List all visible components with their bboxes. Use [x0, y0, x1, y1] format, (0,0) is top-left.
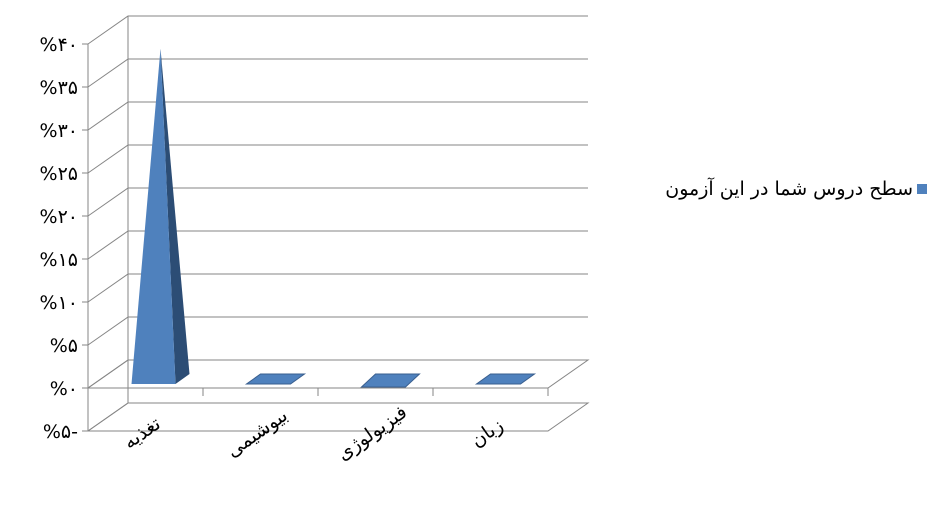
legend: سطح دروس شما در این آزمون — [655, 178, 927, 201]
y-tick-label: %۵ — [50, 335, 78, 357]
bar-face — [244, 373, 307, 385]
bar — [474, 373, 537, 385]
bar — [131, 48, 190, 384]
gridline — [87, 58, 588, 88]
y-tick-label: %۲۰ — [40, 206, 78, 228]
y-tick-label: %۵- — [43, 421, 78, 443]
x-tick-label: بیوشیمی — [222, 404, 291, 462]
x-tick-label: زبان — [467, 414, 508, 452]
bar-side-face — [160, 48, 190, 384]
axes — [87, 44, 549, 431]
y-tick-label: %۰ — [50, 378, 78, 400]
bar — [244, 373, 307, 385]
bar-face — [474, 373, 537, 385]
x-axis-labels: تغذیه بیوشیمی فیزیولوژی زبان — [119, 401, 507, 465]
gridline — [87, 273, 588, 303]
legend-entry: سطح دروس شما در این آزمون — [665, 178, 913, 200]
gridlines — [87, 15, 588, 432]
y-tick-label: %۳۰ — [40, 120, 78, 142]
y-tick-label: %۱۰ — [40, 292, 78, 314]
floor-min — [86, 402, 590, 432]
y-tick-label: %۲۵ — [40, 163, 78, 185]
gridline — [87, 230, 588, 260]
x-tick-label: تغذیه — [119, 413, 164, 454]
y-tick-label: %۳۵ — [40, 77, 78, 99]
bar-face — [360, 373, 421, 388]
gridline — [87, 187, 588, 217]
gridline — [87, 15, 588, 45]
x-tick-label: فیزیولوژی — [333, 401, 411, 465]
y-tick-label: %۴۰ — [40, 34, 78, 56]
bar-front-face — [131, 48, 176, 384]
gridline — [87, 144, 588, 174]
bars — [131, 48, 537, 388]
legend-swatch — [917, 184, 927, 194]
gridline — [87, 359, 129, 389]
gridline — [87, 402, 129, 432]
y-tick-label: %۱۵ — [40, 249, 78, 271]
bar — [360, 373, 421, 388]
gridline — [87, 316, 588, 346]
gridline — [87, 101, 588, 131]
y-axis-ticks: %۵- %۰ %۵ %۱۰ %۱۵ %۲۰ %۲۵ %۳۰ %۳۵ %۴۰ — [40, 34, 88, 443]
